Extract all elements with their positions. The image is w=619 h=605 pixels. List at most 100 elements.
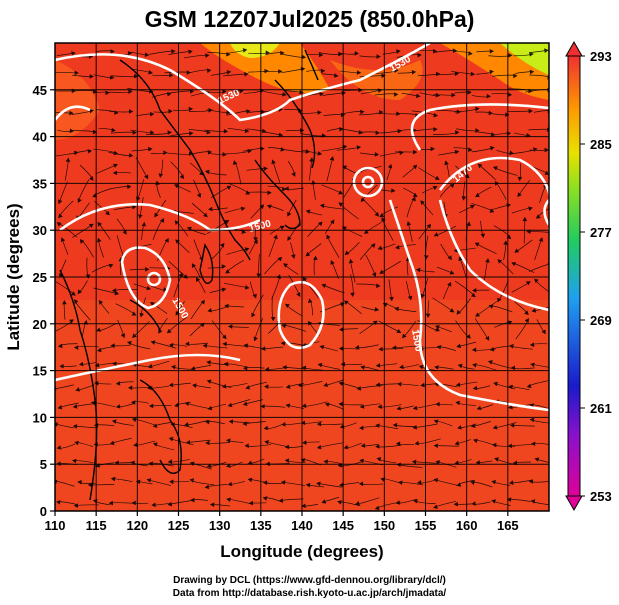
streamline-arrow <box>412 405 418 411</box>
streamline-arrow <box>139 312 144 318</box>
streamline-arrow <box>166 92 172 97</box>
streamline-arrow <box>480 233 486 239</box>
streamline-arrow <box>317 362 323 368</box>
streamline-arrow <box>71 458 77 464</box>
streamline-arrow <box>282 365 287 370</box>
streamline-arrow <box>489 347 495 352</box>
y-tick-label: 40 <box>33 130 47 145</box>
streamline-arrow <box>524 310 529 315</box>
streamline-arrow <box>471 501 476 506</box>
streamline-arrow <box>338 346 344 351</box>
streamline-arrow <box>356 386 362 391</box>
streamline-arrow <box>477 163 483 168</box>
streamline-arrow <box>191 263 196 268</box>
streamline-arrow <box>321 283 327 288</box>
streamline-arrow <box>284 458 290 463</box>
streamline-arrow <box>94 363 100 368</box>
streamline-arrow <box>205 419 210 425</box>
streamline-arrow <box>171 364 176 370</box>
colorbar-tick-label: 261 <box>590 401 612 416</box>
streamline-arrow <box>109 75 115 80</box>
streamline-arrow <box>209 502 215 507</box>
streamline-arrow <box>319 203 325 209</box>
x-tick-label: 140 <box>291 518 313 533</box>
streamline-arrow <box>243 343 249 348</box>
colorbar-tick-label: 253 <box>590 489 612 504</box>
streamline-arrow <box>493 381 498 387</box>
streamline-arrow <box>458 256 463 262</box>
streamline-arrow <box>122 230 127 235</box>
streamline-arrow <box>128 89 133 94</box>
streamline-arrow <box>150 340 156 345</box>
streamline-arrow <box>127 341 132 346</box>
streamline-arrow <box>497 297 502 303</box>
streamline-arrow <box>108 263 114 268</box>
streamline-arrow <box>533 278 539 283</box>
streamline-arrow <box>375 382 381 388</box>
streamline-arrow <box>206 129 211 135</box>
streamline-arrow <box>73 503 79 508</box>
streamline-arrow <box>412 425 418 430</box>
streamline-arrow <box>396 406 402 411</box>
streamline-arrow <box>113 163 118 168</box>
streamline-arrow <box>470 204 475 209</box>
streamline-arrow <box>417 53 422 58</box>
streamline-arrow <box>396 49 401 54</box>
streamline-arrow <box>492 425 498 430</box>
streamline-arrow <box>200 299 205 305</box>
x-axis-label: Longitude (degrees) <box>220 542 383 561</box>
streamline-arrow <box>398 480 403 485</box>
streamline-arrow <box>503 240 508 245</box>
streamline-arrow <box>96 347 102 353</box>
streamline-arrow <box>329 156 335 161</box>
streamline-arrow <box>264 384 269 389</box>
streamline-arrow <box>56 500 61 505</box>
streamline-arrow <box>371 243 376 248</box>
x-tick-label: 165 <box>497 518 519 533</box>
streamline-arrow <box>264 68 269 74</box>
streamline-arrow <box>208 206 213 212</box>
streamline-arrow <box>411 196 416 202</box>
streamline-arrow <box>359 458 364 464</box>
streamline-arrow <box>280 341 286 346</box>
streamline-arrow <box>411 70 417 75</box>
streamline-arrow <box>185 440 191 445</box>
streamline-arrow <box>455 382 461 387</box>
streamline-arrow <box>168 342 174 348</box>
y-tick-label: 0 <box>40 504 47 519</box>
streamline-arrow <box>169 479 174 485</box>
streamline-arrow <box>228 324 233 329</box>
streamline-arrow <box>205 440 210 446</box>
streamline-arrow <box>435 71 441 77</box>
streamline-arrow <box>529 417 535 423</box>
streamline-arrow <box>324 402 330 407</box>
x-tick-label: 125 <box>168 518 190 533</box>
streamline-arrow <box>284 186 289 191</box>
streamline-arrow <box>388 163 393 169</box>
streamline-arrow <box>207 405 213 411</box>
streamline-arrow <box>395 441 401 446</box>
streamline-arrow <box>97 237 102 243</box>
streamline-arrow <box>204 169 210 175</box>
y-tick-label: 10 <box>33 410 47 425</box>
streamline-arrow <box>529 69 535 75</box>
streamline-arrow <box>530 441 536 447</box>
streamline-arrow <box>244 72 249 77</box>
streamline-arrow <box>416 267 421 273</box>
streamline-arrow <box>435 460 441 465</box>
streamline-arrow <box>507 443 513 449</box>
streamline-arrow <box>487 360 493 365</box>
streamline-arrow <box>174 403 179 408</box>
streamline-arrow <box>333 73 339 78</box>
streamline-arrow <box>94 381 99 386</box>
streamline-arrow <box>174 220 180 225</box>
streamline-arrow <box>471 293 476 298</box>
streamline-arrow <box>379 213 384 218</box>
streamline-arrow <box>393 92 399 97</box>
x-tick-label: 135 <box>250 518 272 533</box>
streamline-arrow <box>375 363 381 368</box>
streamline-arrow <box>434 365 439 370</box>
streamline-arrow <box>247 477 253 483</box>
streamline-arrow <box>323 382 329 387</box>
streamline-arrow <box>508 53 513 58</box>
